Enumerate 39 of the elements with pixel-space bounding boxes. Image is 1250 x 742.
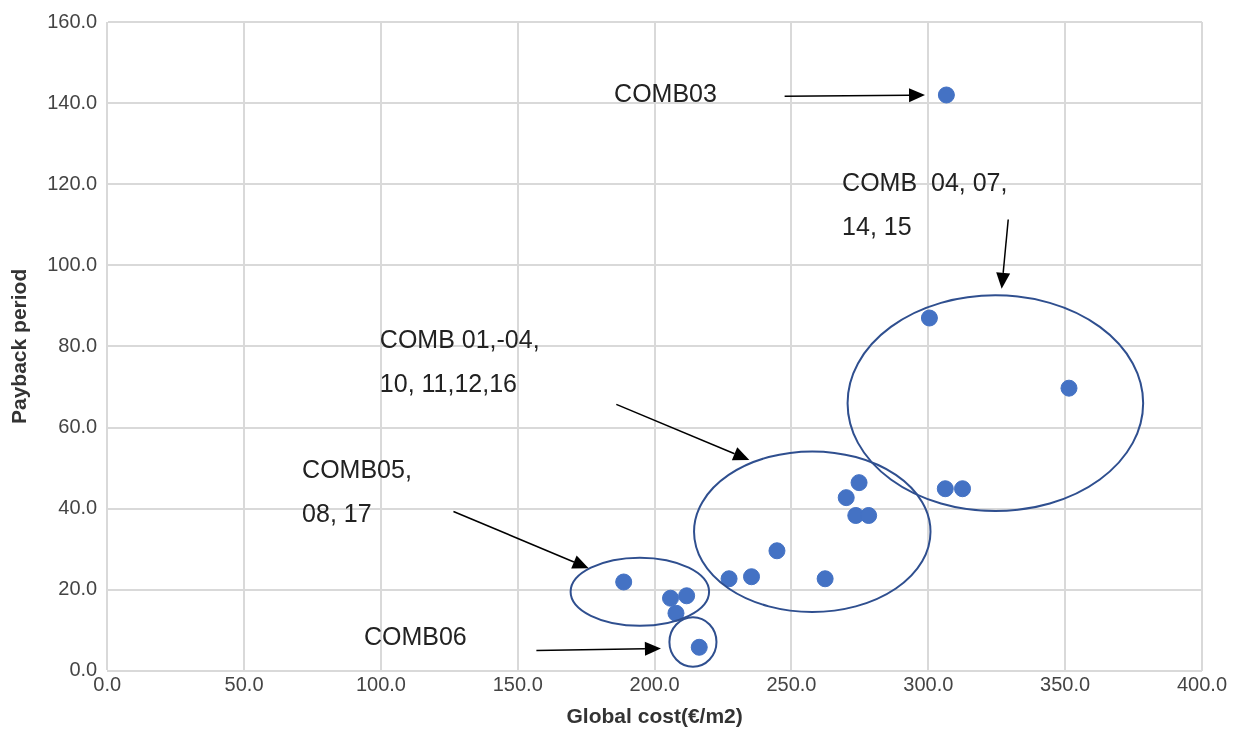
x-tick-label: 300.0: [903, 673, 954, 696]
annotation: COMB05, 08, 17: [302, 454, 413, 530]
x-tick-label: 200.0: [629, 673, 680, 696]
annotation: COMB03: [614, 77, 718, 109]
y-tick-label: 60.0: [58, 415, 98, 438]
point: [615, 573, 633, 591]
point: [720, 570, 738, 588]
x-tick-label: 400.0: [1176, 673, 1228, 696]
point: [936, 480, 954, 498]
y-tick-label: 160.0: [47, 9, 98, 32]
point: [743, 568, 761, 586]
point: [860, 506, 878, 524]
x-tick-label: 50.0: [224, 673, 264, 696]
y-tick-label: 140.0: [47, 90, 98, 113]
x-tick-label: 100.0: [355, 673, 406, 696]
point: [662, 589, 679, 607]
point: [768, 542, 786, 560]
point: [678, 587, 696, 605]
point: [850, 474, 868, 492]
y-axis-title: Payback period: [7, 268, 31, 425]
annotation: COMB 01,-04, 10, 11,12,16: [379, 323, 541, 399]
point: [816, 570, 834, 588]
y-tick-label: 100.0: [47, 252, 98, 275]
point: [954, 480, 972, 498]
point: [667, 604, 685, 622]
y-tick-label: 40.0: [58, 496, 98, 519]
annotation: COMB 04, 07, 14, 15: [842, 167, 1009, 243]
x-axis-title: Global cost(€/m2): [566, 704, 743, 728]
point: [837, 489, 855, 507]
x-tick-label: 250.0: [766, 673, 817, 696]
point: [937, 86, 955, 104]
point: [1060, 379, 1078, 397]
annotation: COMB06: [363, 621, 468, 652]
x-tick-label: 350.0: [1040, 673, 1091, 696]
x-tick-label: 150.0: [492, 673, 543, 696]
y-tick-label: 80.0: [58, 333, 98, 356]
y-tick-label: 20.0: [58, 577, 98, 600]
point: [920, 309, 938, 327]
y-tick-label: 120.0: [47, 171, 98, 194]
